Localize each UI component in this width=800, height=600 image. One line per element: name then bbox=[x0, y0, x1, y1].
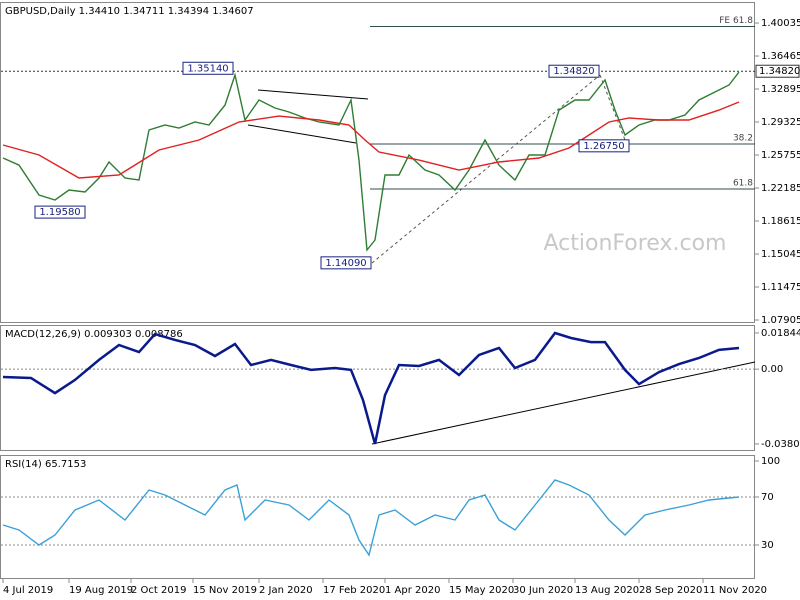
fib-label: 38.2 bbox=[733, 133, 753, 143]
y-tick-label: 70 bbox=[761, 492, 774, 503]
fib-label: FE 61.8 bbox=[719, 16, 753, 26]
x-tick-label: 30 Jun 2020 bbox=[513, 585, 573, 596]
x-tick-label: 1 Apr 2020 bbox=[385, 585, 440, 596]
y-tick-label: 1.36465 bbox=[761, 51, 800, 62]
x-tick-label: 2 Jan 2020 bbox=[259, 585, 313, 596]
y-tick-label: 30 bbox=[761, 540, 774, 551]
price-annotation bbox=[182, 61, 234, 75]
y-tick-label: 100 bbox=[761, 456, 780, 467]
x-tick-label: 17 Feb 2020 bbox=[323, 585, 385, 596]
triangle-line bbox=[257, 89, 369, 100]
series-line bbox=[2, 479, 740, 557]
projection-line bbox=[371, 74, 601, 264]
y-tick-label: -0.038095 bbox=[761, 439, 800, 450]
y-tick-label: 1.22185 bbox=[761, 183, 800, 194]
watermark: ActionForex.com bbox=[544, 231, 727, 256]
price-annotation bbox=[548, 64, 600, 78]
y-tick-label: 1.40035 bbox=[761, 18, 800, 29]
y-tick-label: 1.32895 bbox=[761, 84, 800, 95]
y-tick-label: 1.18615 bbox=[761, 216, 800, 227]
y-tick-label: 0.018442 bbox=[761, 328, 800, 339]
triangle-line bbox=[247, 124, 357, 144]
price-annotation-label: 1.35140 bbox=[187, 63, 228, 74]
y-tick-label: 1.07905 bbox=[761, 315, 800, 326]
price-annotation-label: 1.14090 bbox=[325, 258, 366, 269]
price-box bbox=[755, 64, 800, 78]
y-tick-label: 1.11475 bbox=[761, 282, 800, 293]
price-annotation-label: 1.34820 bbox=[553, 66, 594, 77]
price-annotation bbox=[320, 256, 372, 270]
panel-title: MACD(12,26,9) 0.009303 0.008786 bbox=[5, 329, 183, 340]
price-annotation-label: 1.19580 bbox=[39, 207, 80, 218]
x-tick-label: 4 Jul 2019 bbox=[3, 585, 53, 596]
price-annotation-label: 1.26750 bbox=[583, 141, 624, 152]
price-panel bbox=[0, 2, 755, 323]
panel-title: GBPUSD,Daily 1.34410 1.34711 1.34394 1.3… bbox=[5, 6, 254, 17]
price-box-label: 1.34820 bbox=[759, 66, 800, 77]
x-tick-label: 28 Sep 2020 bbox=[639, 585, 702, 596]
x-tick-label: 13 Aug 2020 bbox=[575, 585, 639, 596]
series-line bbox=[2, 331, 740, 445]
y-tick-label: 1.15045 bbox=[761, 249, 800, 260]
projection-line bbox=[599, 74, 626, 141]
x-tick-label: 2 Oct 2019 bbox=[131, 585, 186, 596]
macd-panel bbox=[0, 325, 755, 451]
fib-label: 61.8 bbox=[733, 178, 753, 188]
x-tick-label: 11 Nov 2020 bbox=[703, 585, 767, 596]
y-tick-label: 1.29325 bbox=[761, 117, 800, 128]
y-tick-label: 1.25755 bbox=[761, 150, 800, 161]
panel-title: RSI(14) 65.7153 bbox=[5, 459, 86, 470]
price-annotation bbox=[34, 205, 86, 219]
rsi-panel bbox=[0, 455, 755, 579]
x-tick-label: 15 May 2020 bbox=[449, 585, 514, 596]
macd-trendline bbox=[371, 361, 756, 445]
series-line bbox=[2, 71, 740, 252]
y-tick-label: 0.00 bbox=[761, 364, 783, 375]
price-annotation bbox=[578, 139, 630, 153]
series-line bbox=[2, 101, 740, 179]
x-tick-label: 15 Nov 2019 bbox=[193, 585, 257, 596]
x-tick-label: 19 Aug 2019 bbox=[69, 585, 133, 596]
